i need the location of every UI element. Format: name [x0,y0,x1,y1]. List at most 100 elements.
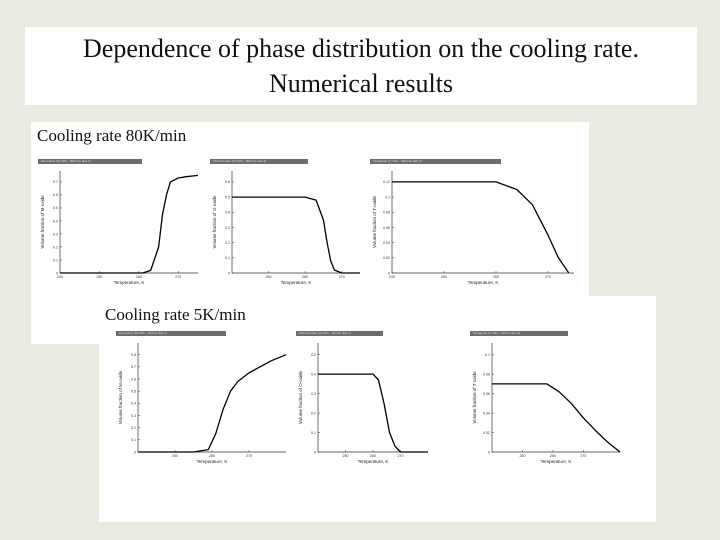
x-tick-label: 260 [302,275,308,279]
y-tick-label: 0.4 [311,372,316,376]
plot-header-text: Tetragonal (T) Ntlh – 5K/min (EH 3) [473,331,521,335]
plot-header-bar: Orthorhombic (O) Ntlh – 80K/min (EH 2) [210,159,308,164]
y-tick-label: 0.06 [483,392,490,396]
y-axis-label: Volume fraction of O-oxide [212,195,217,249]
plot-header-bar: Monoclinic (M) Ntlh – 80K/min (EH 1) [38,159,142,164]
x-tick-label: 270 [175,275,181,279]
chart-svg: 0 0.1 0.2 0.3 0.4 0.5 0.6 0.7 240 250 260 270 Temper… [40,171,199,285]
x-tick-label: 250 [266,275,272,279]
y-tick-label: 0.1 [485,353,490,357]
x-tick-label: 250 [519,454,525,458]
line-chart: Tetragonal (T) Ntlh – 5K/min (EH 3) 0 0.02… [470,331,628,466]
x-axis-label: Temperature, K [541,459,572,464]
y-tick-label: 0.3 [311,392,316,396]
y-tick-label: 0.02 [383,256,390,260]
plot-header-text: Orthorhombic (O) Ntlh – 5K/min (EH 2) [299,331,351,335]
chart-svg: 0 0.02 0.04 0.06 0.08 0.1 0.12 240 250 260 270 Temp… [372,171,574,285]
plot-header-bar: Monoclinic (M) Ntlh – 5K/min (EH 1) [116,331,226,336]
x-tick-label: 270 [580,454,586,458]
series-line [492,383,621,453]
axis-lines [137,343,286,453]
plot-header-bar: Tetragonal (T) Ntlh – 5K/min (EH 3) [470,331,568,336]
x-tick-label: 260 [550,454,556,458]
y-tick-label: 0.4 [53,219,58,223]
axis-lines [59,171,198,274]
y-axis-label: Volume fraction of M-oxide [40,195,45,249]
plot-header-text: Orthorhombic (O) Ntlh – 80K/min (EH 2) [213,159,267,163]
y-tick-label: 0 [228,271,230,275]
plot-header-text: Tetragonal (T) Ntlh – 80K/min (EH 3) [373,159,422,163]
y-axis-label: Volume fraction of T-oxide [472,371,477,423]
plot-header-bar: Tetragonal (T) Ntlh – 80K/min (EH 3) [370,159,501,164]
x-tick-label: 270 [246,454,252,458]
y-tick-label: 0.06 [383,226,390,230]
y-tick-label: 0.6 [131,377,136,381]
x-tick-label: 240 [389,275,395,279]
series-line [60,174,199,274]
chart-svg: 0 0.1 0.2 0.3 0.4 0.5 0.6 250 260 270 Temperature,… [212,171,360,285]
y-tick-label: 0.4 [131,402,136,406]
y-tick-label: 0.7 [53,180,58,184]
series-line [392,181,570,274]
y-tick-label: 0 [488,450,490,454]
y-tick-label: 0.04 [383,241,390,245]
y-tick-label: 0 [388,271,390,275]
x-tick-label: 250 [96,275,102,279]
y-tick-label: 0.2 [53,245,58,249]
y-tick-label: 0.8 [131,353,136,357]
panel-label-5k: Cooling rate 5K/min [105,305,246,324]
y-tick-label: 0.1 [53,258,58,262]
y-tick-label: 0.5 [311,353,316,357]
y-axis-label: Volume fraction of T-oxide [372,196,377,248]
x-tick-label: 260 [136,275,142,279]
slide-title-line-1: Dependence of phase distribution on the … [83,34,639,63]
line-chart: Orthorhombic (O) Ntlh – 5K/min (EH 2) 0 0.… [296,331,436,466]
y-tick-label: 0.3 [131,414,136,418]
line-chart: Monoclinic (M) Ntlh – 80K/min (EH 1) 0 0.1… [38,159,206,287]
x-tick-label: 260 [209,454,215,458]
axis-lines [391,171,574,274]
y-tick-label: 0.5 [53,206,58,210]
y-tick-label: 0.3 [53,232,58,236]
x-axis-label: Temperature, K [114,280,145,285]
x-axis-label: Temperature, K [468,280,499,285]
y-tick-label: 0.2 [225,241,230,245]
y-tick-label: 0.12 [383,180,390,184]
x-tick-label: 250 [343,454,349,458]
y-tick-label: 0.1 [385,195,390,199]
x-axis-label: Temperature, K [281,280,312,285]
x-axis-label: Temperature, K [358,459,389,464]
y-tick-label: 0.4 [225,211,230,215]
x-tick-label: 270 [398,454,404,458]
chart-svg: 0 0.02 0.04 0.06 0.08 0.1 250 260 270 Temperature… [472,343,621,464]
y-tick-label: 0 [134,450,136,454]
slide-title-line-2: Numerical results [268,69,454,98]
axis-lines [231,171,360,274]
y-axis-label: Volume fraction of M-oxide [118,370,123,424]
x-axis-label: Temperature, K [197,459,228,464]
y-tick-label: 0.02 [483,431,490,435]
y-tick-label: 0.04 [483,411,490,415]
x-tick-label: 260 [493,275,499,279]
y-tick-label: 0 [314,450,316,454]
chart-svg: 0 0.1 0.2 0.3 0.4 0.5 250 260 270 Temperature, K V… [298,343,428,464]
axis-lines [317,343,428,453]
y-tick-label: 0.7 [131,365,136,369]
y-tick-label: 0 [56,271,58,275]
line-chart: Orthorhombic (O) Ntlh – 80K/min (EH 2) 0 0… [210,159,368,287]
y-axis-label: Volume fraction of O-oxide [298,370,303,424]
y-tick-label: 0.3 [225,226,230,230]
y-tick-label: 0.1 [131,438,136,442]
y-tick-label: 0.1 [225,256,230,260]
line-chart: Tetragonal (T) Ntlh – 80K/min (EH 3) 0 0.0… [370,159,582,287]
series-line [318,373,428,453]
y-tick-label: 0.5 [131,389,136,393]
y-tick-label: 0.08 [383,211,390,215]
x-tick-label: 270 [545,275,551,279]
y-tick-label: 0.6 [53,193,58,197]
x-tick-label: 250 [441,275,447,279]
panel-label-80k: Cooling rate 80K/min [37,126,187,145]
slide-title-box: Dependence of phase distribution on the … [25,27,697,105]
y-tick-label: 0.2 [311,411,316,415]
plot-header-bar: Orthorhombic (O) Ntlh – 5K/min (EH 2) [296,331,383,336]
